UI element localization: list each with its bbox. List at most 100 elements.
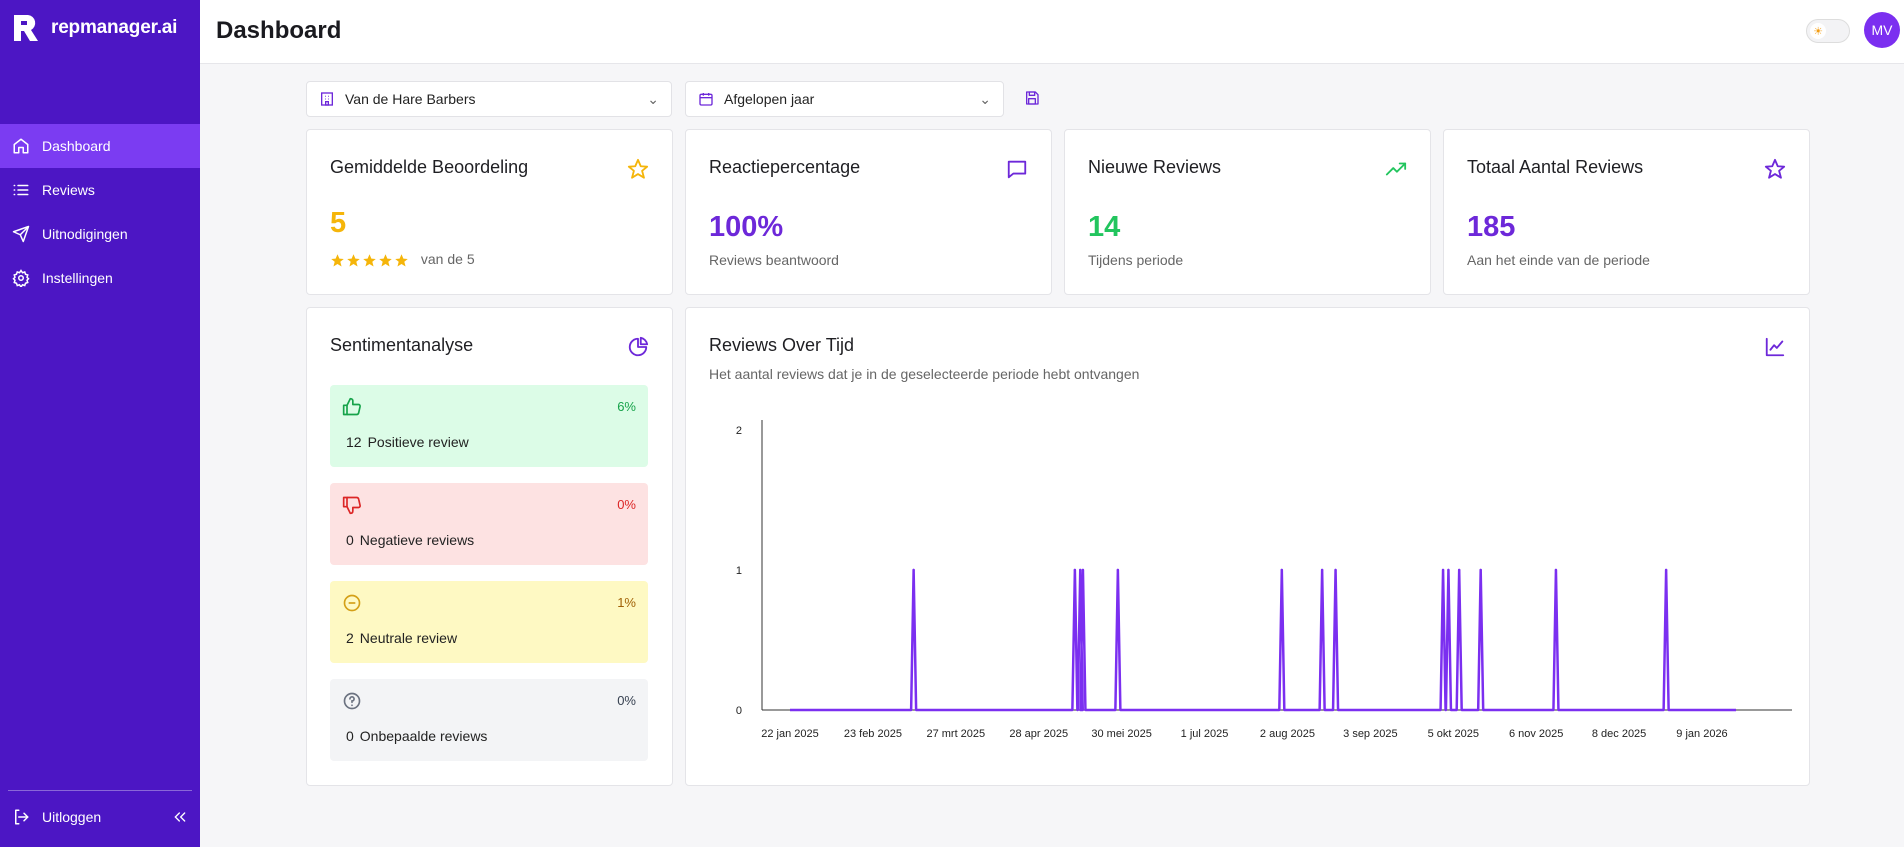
star-filled-icon (395, 254, 408, 267)
positive-count: 12 (346, 434, 362, 450)
total-reviews-card-title: Totaal Aantal Reviews (1467, 157, 1644, 177)
x-tick-label: 1 jul 2025 (1181, 728, 1229, 740)
list-icon (13, 184, 29, 196)
data-point (1664, 568, 1668, 572)
data-point (1441, 568, 1445, 572)
star-filled-icon (347, 254, 360, 267)
response-value: 100% (709, 211, 784, 243)
star-icon (1764, 158, 1786, 179)
total-reviews-value: 185 (1467, 211, 1516, 243)
rating-card: Gemiddelde Beoordeling 5 van de 5 (306, 129, 673, 295)
negative-label: Negatieve reviews (359, 532, 475, 548)
new-reviews-card: Nieuwe Reviews 14 Tijdens periode (1064, 129, 1431, 295)
reviews-over-time-card: Reviews Over Tijd Het aantal reviews dat… (685, 307, 1810, 786)
home-icon (13, 138, 29, 154)
negative-pct: 0% (617, 497, 636, 512)
y-tick-label: 2 (736, 425, 742, 437)
period-select[interactable]: Afgelopen jaar ⌄ (685, 81, 1004, 117)
data-point (1554, 568, 1558, 572)
data-point (1334, 568, 1337, 572)
avatar[interactable]: MV (1864, 12, 1900, 48)
x-tick-label: 6 nov 2025 (1509, 728, 1563, 740)
sidebar-item-invitations[interactable]: Uitnodigingen (0, 212, 200, 256)
sidebar-divider (8, 790, 192, 791)
location-select-value: Van de Hare Barbers (345, 91, 476, 107)
positive-label: Positieve review (367, 434, 469, 450)
building-icon (321, 92, 333, 106)
logo[interactable]: repmanager.ai (11, 13, 177, 43)
logout-button[interactable]: Uitloggen (12, 808, 188, 826)
x-tick-label: 22 jan 2025 (761, 728, 819, 740)
data-point (912, 568, 915, 572)
line-chart-icon (1765, 337, 1785, 357)
data-point (1079, 568, 1082, 572)
data-point (1073, 568, 1077, 572)
y-tick-label: 1 (736, 565, 742, 577)
gear-icon (12, 269, 30, 287)
chevron-down-icon: ⌄ (979, 90, 991, 107)
theme-toggle[interactable]: ☀ (1806, 19, 1850, 43)
undetermined-pct: 0% (617, 693, 636, 708)
star-filled-icon (363, 254, 376, 267)
new-reviews-sub: Tijdens periode (1088, 252, 1184, 268)
sentiment-neutral: 1% 2 Neutrale review (330, 581, 648, 663)
logout-icon (15, 809, 29, 825)
sentiment-card-title: Sentimentanalyse (330, 335, 474, 355)
star-icon (627, 158, 649, 179)
sidebar-item-label: Reviews (42, 182, 95, 198)
sun-icon: ☀ (1810, 23, 1826, 39)
total-reviews-sub: Aan het einde van de periode (1467, 252, 1650, 268)
sidebar-item-label: Dashboard (42, 138, 111, 154)
sidebar-item-reviews[interactable]: Reviews (0, 168, 200, 212)
data-point (1447, 568, 1450, 572)
chart-title: Reviews Over Tijd (709, 335, 855, 355)
neutral-count: 2 (346, 630, 354, 646)
chart-subtitle: Het aantal reviews dat je in de geselect… (709, 366, 1140, 382)
sidebar-item-dashboard[interactable]: Dashboard (0, 124, 200, 168)
trending-up-icon (1385, 162, 1407, 176)
collapse-sidebar-icon[interactable] (172, 809, 188, 825)
x-tick-label: 2 aug 2025 (1260, 728, 1315, 740)
y-tick-label: 0 (736, 705, 742, 717)
positive-line: 12 Positieve review (346, 434, 469, 450)
chevron-down-icon: ⌄ (647, 90, 659, 107)
calendar-icon (699, 93, 713, 106)
pie-chart-icon (628, 336, 649, 357)
undetermined-count: 0 (346, 728, 354, 744)
star-filled-icon (331, 254, 344, 267)
neutral-face-icon (343, 594, 361, 612)
x-tick-label: 30 mei 2025 (1091, 728, 1152, 740)
sidebar: repmanager.ai Dashboard Reviews Uitnodig… (0, 0, 200, 847)
data-point (1081, 568, 1085, 572)
logout-label: Uitloggen (42, 809, 102, 825)
sentiment-negative: 0% 0 Negatieve reviews (330, 483, 648, 565)
response-card-title: Reactiepercentage (709, 157, 861, 177)
x-tick-label: 8 dec 2025 (1592, 728, 1646, 740)
save-icon[interactable] (1024, 90, 1040, 106)
thumbs-up-icon (342, 397, 361, 416)
undetermined-line: 0 Onbepaalde reviews (346, 728, 487, 744)
top-header: Dashboard ☀ MV (200, 0, 1904, 64)
data-point (1479, 568, 1482, 572)
sentiment-card: Sentimentanalyse 6% 12 Positieve review 0… (306, 307, 673, 786)
logo-text: repmanager.ai (51, 17, 178, 38)
undetermined-label: Onbepaalde reviews (359, 728, 488, 744)
x-tick-label: 28 apr 2025 (1009, 728, 1068, 740)
rating-card-title: Gemiddelde Beoordeling (330, 157, 529, 177)
logo-icon (14, 15, 38, 41)
location-select[interactable]: Van de Hare Barbers ⌄ (306, 81, 672, 117)
negative-count: 0 (346, 532, 354, 548)
x-tick-label: 27 mrt 2025 (926, 728, 985, 740)
reviews-series-line (790, 568, 1736, 712)
data-point (1320, 568, 1324, 572)
total-reviews-card: Totaal Aantal Reviews 185 Aan het einde … (1443, 129, 1810, 295)
x-tick-label: 5 okt 2025 (1428, 728, 1479, 740)
data-point (1280, 568, 1284, 572)
sidebar-item-label: Instellingen (42, 270, 113, 286)
x-tick-label: 3 sep 2025 (1343, 728, 1397, 740)
message-icon (1007, 160, 1027, 179)
new-reviews-card-title: Nieuwe Reviews (1088, 157, 1222, 177)
sidebar-nav: Dashboard Reviews Uitnodigingen Instelli… (0, 124, 200, 300)
sidebar-item-settings[interactable]: Instellingen (0, 256, 200, 300)
sentiment-undetermined: 0% 0 Onbepaalde reviews (330, 679, 648, 761)
